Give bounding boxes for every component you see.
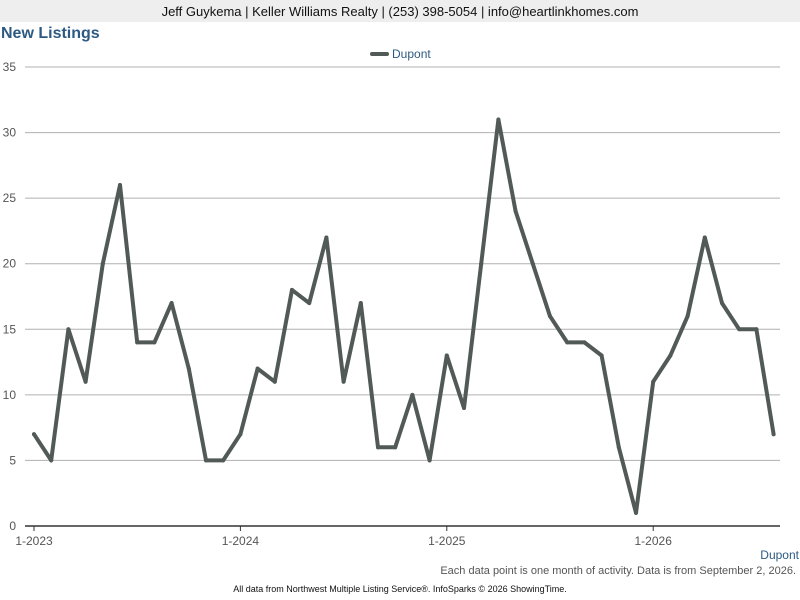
data-point xyxy=(32,432,36,437)
data-note: Each data point is one month of activity… xyxy=(440,565,796,577)
x-tick-label: 1-2024 xyxy=(222,534,260,548)
data-point xyxy=(513,209,518,214)
data-point xyxy=(496,117,501,122)
data-point xyxy=(100,261,105,266)
data-point xyxy=(616,445,621,450)
data-source: All data from Northwest Multiple Listing… xyxy=(233,584,567,594)
y-tick-label: 10 xyxy=(3,388,17,402)
data-point xyxy=(221,458,226,463)
data-point xyxy=(66,327,71,332)
data-point xyxy=(135,340,140,345)
y-tick-label: 25 xyxy=(3,191,17,205)
y-tick-label: 5 xyxy=(9,453,16,467)
data-point xyxy=(341,379,346,384)
data-point xyxy=(272,379,277,384)
x-tick-label: 1-2025 xyxy=(428,534,466,548)
data-point xyxy=(393,445,398,450)
data-point xyxy=(204,458,208,463)
data-point xyxy=(479,261,484,266)
agent-info-text: Jeff Guykema | Keller Williams Realty | … xyxy=(161,3,639,19)
data-point xyxy=(118,183,122,188)
data-point xyxy=(668,353,673,358)
data-point xyxy=(307,301,312,306)
data-point xyxy=(358,301,363,306)
data-point xyxy=(186,366,191,371)
data-point xyxy=(599,353,604,358)
data-point xyxy=(565,340,570,345)
data-point xyxy=(49,458,54,463)
data-point xyxy=(685,314,690,319)
data-point xyxy=(462,405,466,410)
data-point xyxy=(83,379,88,384)
data-point xyxy=(427,458,432,463)
data-point xyxy=(376,445,380,450)
data-point xyxy=(548,314,552,319)
series-line-dupont xyxy=(32,117,776,515)
legend-label: Dupont xyxy=(392,47,431,61)
data-point xyxy=(634,510,638,515)
data-point xyxy=(324,235,329,240)
data-point xyxy=(238,432,243,437)
y-tick-label: 0 xyxy=(9,519,16,533)
data-point xyxy=(444,353,449,358)
end-series-label: Dupont xyxy=(760,548,799,562)
agent-info-bar: Jeff Guykema | Keller Williams Realty | … xyxy=(0,0,800,22)
data-point xyxy=(410,392,415,397)
data-point xyxy=(702,235,707,240)
y-tick-label: 20 xyxy=(3,257,17,271)
x-tick-label: 1-2023 xyxy=(15,534,53,548)
data-point xyxy=(152,340,157,345)
data-point xyxy=(651,379,656,384)
y-tick-label: 30 xyxy=(3,126,17,140)
data-point xyxy=(754,327,759,332)
data-point xyxy=(255,366,260,371)
data-point xyxy=(530,261,535,266)
data-point xyxy=(290,287,294,292)
y-tick-label: 15 xyxy=(3,322,17,336)
data-point xyxy=(169,301,174,306)
data-point xyxy=(737,327,742,332)
y-tick-label: 35 xyxy=(3,60,17,74)
data-point xyxy=(720,301,724,306)
data-point xyxy=(771,432,776,437)
x-tick-label: 1-2026 xyxy=(635,534,673,548)
chart-title: New Listings xyxy=(1,25,100,42)
data-point xyxy=(582,340,587,345)
